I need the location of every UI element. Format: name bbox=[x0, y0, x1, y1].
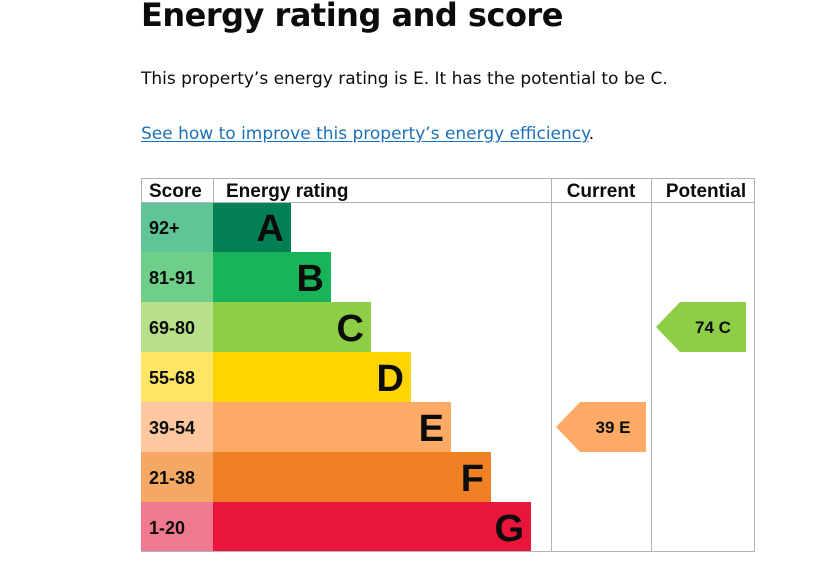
rating-bands: 92+ A 81-91 B 69-80 C 55-68 D 39-54 E 21-38 F 1-20 G bbox=[141, 202, 531, 552]
rating-bar-a bbox=[213, 202, 291, 252]
score-cell-c bbox=[141, 302, 213, 352]
rating-letter-b: B bbox=[297, 258, 324, 300]
improve-link-suffix: . bbox=[588, 124, 595, 144]
score-range-e: 39-54 bbox=[149, 418, 195, 438]
potential-column-header: Potential bbox=[666, 181, 746, 202]
score-cell-e bbox=[141, 402, 213, 452]
rating-bar-b bbox=[213, 252, 331, 302]
score-cell-b bbox=[141, 252, 213, 302]
current-rating-label: 39 E bbox=[596, 418, 631, 437]
potential-rating-arrow bbox=[656, 302, 746, 352]
rating-letter-f: F bbox=[461, 458, 484, 500]
rating-summary: This property’s energy rating is E. It h… bbox=[141, 69, 668, 89]
score-range-f: 21-38 bbox=[149, 468, 195, 488]
rating-letter-a: A bbox=[257, 208, 284, 250]
score-range-c: 69-80 bbox=[149, 318, 195, 338]
score-range-g: 1-20 bbox=[149, 518, 185, 538]
rating-letter-g: G bbox=[494, 508, 524, 550]
potential-rating-label: 74 C bbox=[695, 318, 731, 337]
score-range-d: 55-68 bbox=[149, 368, 195, 388]
rating-bar-e bbox=[213, 402, 451, 452]
score-range-a: 92+ bbox=[149, 218, 180, 238]
improve-efficiency-link[interactable]: See how to improve this property’s energ… bbox=[141, 124, 589, 144]
rating-bar-d bbox=[213, 352, 411, 402]
current-column-header: Current bbox=[567, 181, 636, 202]
rating-arrows: 39 E 74 C bbox=[556, 302, 746, 452]
improve-paragraph: See how to improve this property’s energ… bbox=[141, 124, 594, 144]
score-range-b: 81-91 bbox=[149, 268, 195, 288]
rating-letter-e: E bbox=[419, 408, 444, 450]
score-cell-a bbox=[141, 202, 213, 252]
rating-bar-f bbox=[213, 452, 491, 502]
rating-bar-c bbox=[213, 302, 371, 352]
score-cell-d bbox=[141, 352, 213, 402]
chart-grid bbox=[141, 178, 755, 552]
page-title: Energy rating and score bbox=[141, 0, 563, 34]
current-rating-arrow bbox=[556, 402, 646, 452]
score-column-header: Score bbox=[149, 181, 202, 202]
rating-letter-c: C bbox=[337, 308, 364, 350]
chart-headers: Score Energy rating Current Potential bbox=[149, 181, 746, 202]
rating-bar-g bbox=[213, 502, 531, 552]
rating-letter-d: D bbox=[377, 358, 404, 400]
score-cell-g bbox=[141, 502, 213, 552]
score-cell-f bbox=[141, 452, 213, 502]
rating-column-header: Energy rating bbox=[226, 181, 348, 202]
